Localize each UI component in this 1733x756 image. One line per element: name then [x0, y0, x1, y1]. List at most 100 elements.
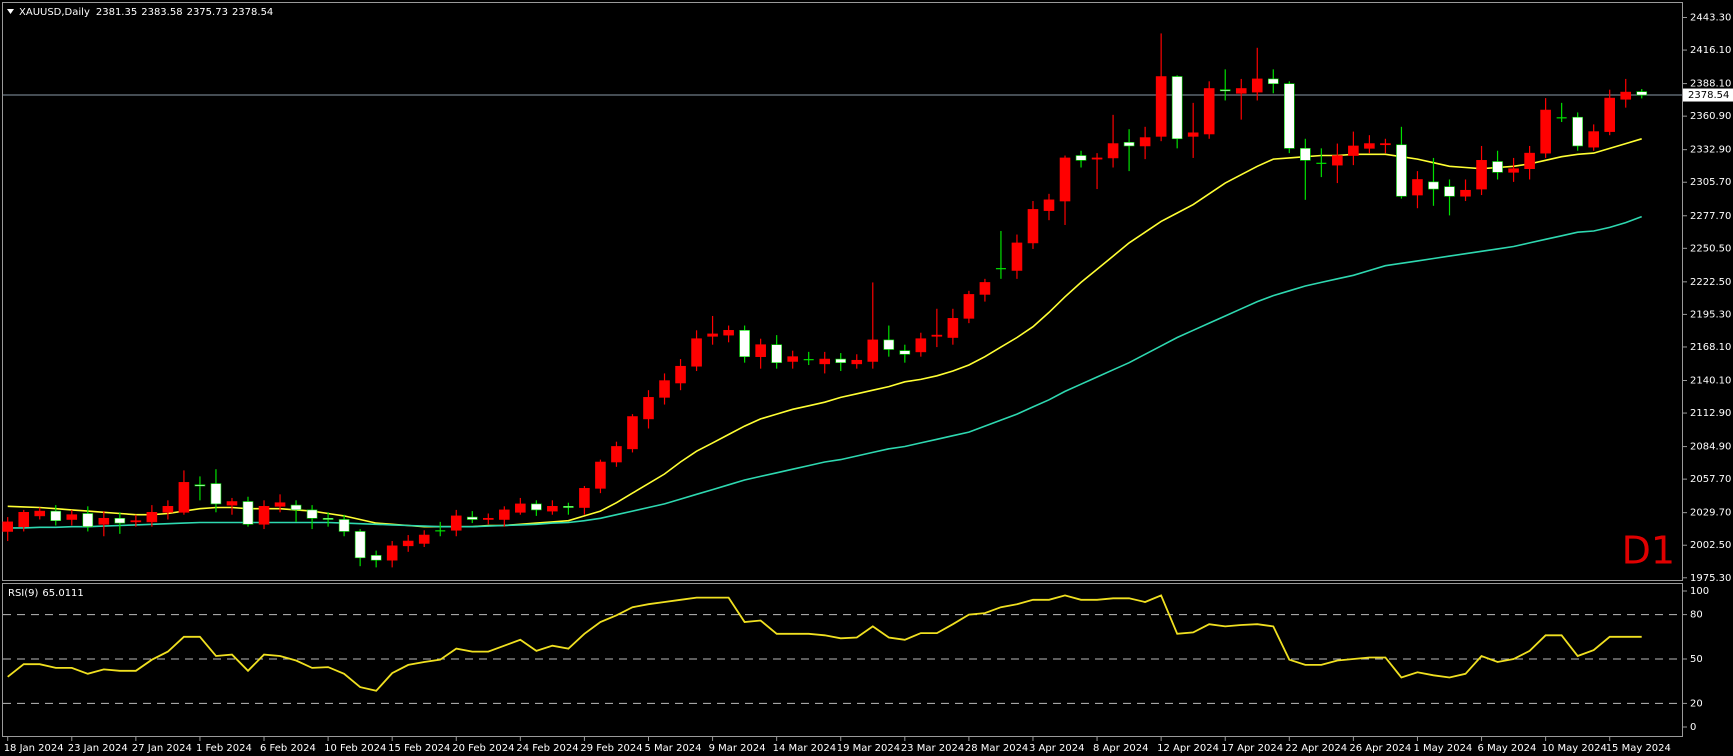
x-tick-label: 17 Apr 2024	[1221, 743, 1283, 754]
x-tick-label: 14 Mar 2024	[773, 743, 836, 754]
candle-body	[2, 521, 14, 532]
rsi-line	[7, 594, 1642, 692]
candle-body	[66, 514, 78, 520]
candle-body	[1187, 132, 1199, 137]
y-tick-label: 2360.90	[1690, 111, 1731, 122]
y-tick-label: 2057.70	[1690, 474, 1731, 485]
candle-body	[803, 359, 814, 361]
x-tick-label: 8 Apr 2024	[1093, 743, 1148, 754]
candle-body	[402, 540, 414, 547]
symbol: XAUUSD,Daily	[19, 7, 90, 18]
x-tick-label: 22 Apr 2024	[1285, 743, 1347, 754]
x-tick-label: 10 May 2024	[1542, 743, 1607, 754]
y-tick-label: 2277.70	[1690, 211, 1731, 222]
y-tick-label: 2084.90	[1690, 442, 1731, 453]
timeframe-label: D1	[1622, 529, 1675, 573]
y-tick-label: 2112.90	[1690, 408, 1731, 419]
main-panel	[2, 2, 1683, 581]
candle-body	[226, 501, 238, 506]
rsi-tick-label: 20	[1690, 698, 1703, 709]
candle-body	[1332, 155, 1343, 166]
y-tick-label: 2222.50	[1690, 277, 1731, 288]
candle-body	[18, 511, 30, 527]
y-tick-label: 2168.10	[1690, 342, 1731, 353]
rsi-tick-label: 100	[1690, 586, 1709, 597]
x-tick-label: 1 Feb 2024	[196, 743, 252, 754]
candle-body	[595, 461, 606, 489]
candle-body	[290, 504, 302, 511]
y-tick-label: 2443.30	[1690, 13, 1731, 24]
candle-body	[386, 545, 398, 561]
candle-body	[1043, 199, 1055, 211]
candle-body	[1171, 76, 1183, 140]
candle-body	[1348, 145, 1359, 156]
candle-body	[370, 555, 382, 561]
candle-body	[130, 520, 142, 523]
candle-body	[915, 338, 927, 353]
candle-body	[1251, 78, 1263, 93]
candle-body	[867, 339, 879, 362]
candle-body	[627, 416, 638, 450]
x-tick-label: 29 Feb 2024	[580, 743, 642, 754]
y-tick-label: 2416.10	[1690, 45, 1731, 56]
candle-body	[1396, 144, 1407, 197]
candle-body	[1572, 116, 1583, 147]
candle-body	[1412, 179, 1423, 196]
candle-body	[1107, 143, 1119, 159]
candle-body	[963, 294, 975, 319]
candle-body	[1476, 160, 1487, 190]
y-tick-label: 2305.70	[1690, 177, 1731, 188]
candle-body	[979, 282, 991, 295]
candle-body	[1219, 89, 1231, 92]
x-tick-label: 6 May 2024	[1478, 743, 1537, 754]
x-tick-label: 9 Mar 2024	[709, 743, 766, 754]
candle-body	[146, 511, 158, 523]
candle-body	[306, 509, 318, 519]
candle-body	[482, 517, 494, 520]
candle-body	[995, 268, 1006, 270]
x-tick-label: 15 Feb 2024	[388, 743, 450, 754]
x-tick-label: 27 Jan 2024	[132, 743, 192, 754]
x-tick-label: 12 Apr 2024	[1157, 743, 1219, 754]
candle-body	[1075, 155, 1087, 161]
candle-body	[1267, 78, 1279, 85]
candle-body	[643, 397, 654, 420]
candle-body	[515, 503, 526, 513]
candle-body	[563, 506, 574, 508]
candle-body	[1235, 88, 1247, 94]
candle-body	[114, 517, 126, 524]
rsi-panel	[2, 583, 1683, 737]
rsi-tick-label: 50	[1690, 654, 1703, 665]
candle-body	[691, 338, 702, 367]
candle-body	[1027, 209, 1039, 244]
rsi-tick-label: 80	[1690, 610, 1703, 621]
candle-body	[1316, 162, 1327, 164]
y-tick-label: 2250.50	[1690, 243, 1731, 254]
moving-average	[7, 215, 1642, 529]
candle-body	[1428, 181, 1439, 190]
candle-body	[274, 502, 286, 507]
close: 2378.54	[232, 7, 273, 18]
x-tick-label: 23 Jan 2024	[68, 743, 128, 754]
candle-body	[659, 380, 670, 398]
candle-body	[466, 516, 478, 520]
candle-body	[899, 350, 911, 355]
candle-body	[1123, 142, 1135, 147]
candle-body	[82, 513, 94, 527]
candle-body	[1620, 91, 1632, 100]
candle-body	[579, 488, 590, 508]
candle-body	[1380, 143, 1391, 146]
candle-body	[771, 344, 782, 363]
x-tick-label: 10 Feb 2024	[324, 743, 386, 754]
x-tick-label: 19 Mar 2024	[837, 743, 900, 754]
candle-body	[1284, 83, 1295, 149]
candle-body	[322, 517, 334, 520]
y-tick-label: 2388.10	[1690, 79, 1731, 90]
candle-body	[1091, 157, 1103, 160]
candle-body	[1604, 97, 1615, 132]
x-tick-label: 1 May 2024	[1413, 743, 1472, 754]
price-box	[1683, 88, 1733, 102]
menu-arrow[interactable]	[7, 9, 14, 14]
